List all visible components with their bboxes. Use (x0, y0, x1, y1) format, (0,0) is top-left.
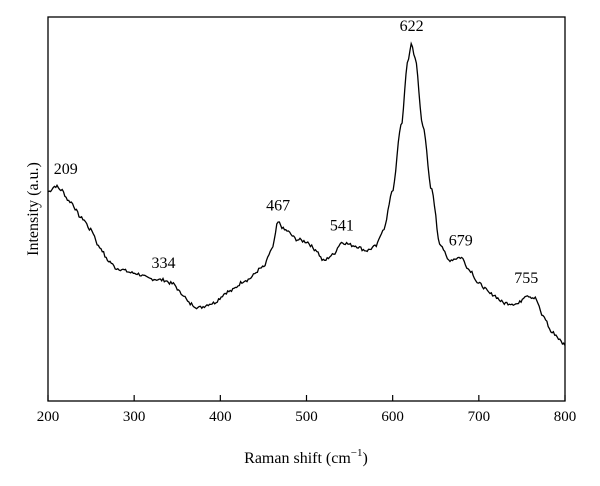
x-tick-label: 700 (468, 409, 491, 425)
peak-label-622: 622 (400, 18, 424, 35)
x-tick-label: 300 (123, 409, 146, 425)
peak-label-755: 755 (514, 270, 538, 287)
x-tick-label: 800 (554, 409, 577, 425)
spectrum-line (47, 41, 566, 346)
y-axis-title: Intensity (a.u.) (25, 162, 42, 256)
x-tick-label: 500 (295, 409, 318, 425)
peak-label-467: 467 (266, 197, 290, 214)
x-ticks: 200 300 400 500 600 700 800 (37, 395, 577, 425)
x-tick-label: 200 (37, 409, 60, 425)
x-axis-title: Raman shift (cm−1) (244, 447, 368, 467)
peak-annotations: 209 334 467 541 622 679 755 (54, 18, 538, 287)
peak-label-679: 679 (449, 232, 473, 249)
x-tick-label: 400 (209, 409, 232, 425)
plot-frame (47, 16, 566, 402)
x-tick-label: 600 (381, 409, 404, 425)
x-axis-title-main: Raman shift (cm (244, 450, 351, 467)
x-axis-title-suffix: ) (363, 450, 368, 467)
peak-label-334: 334 (151, 255, 175, 272)
peak-label-541: 541 (330, 217, 354, 234)
x-axis-title-superscript: −1 (351, 447, 363, 459)
peak-label-209: 209 (54, 161, 78, 178)
